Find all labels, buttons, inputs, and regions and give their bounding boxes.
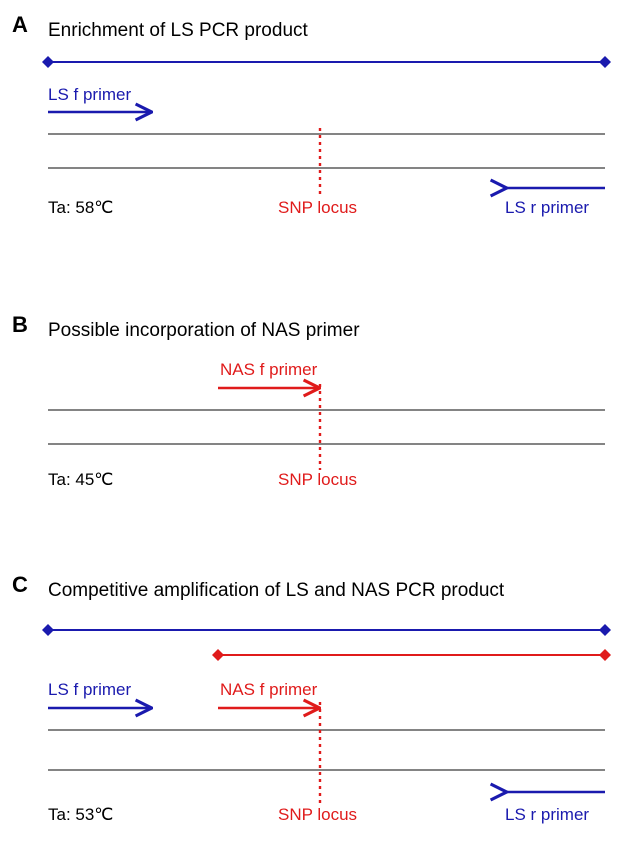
- diagram-svg: [0, 0, 635, 854]
- figure: A Enrichment of LS PCR product LS f prim…: [0, 0, 635, 854]
